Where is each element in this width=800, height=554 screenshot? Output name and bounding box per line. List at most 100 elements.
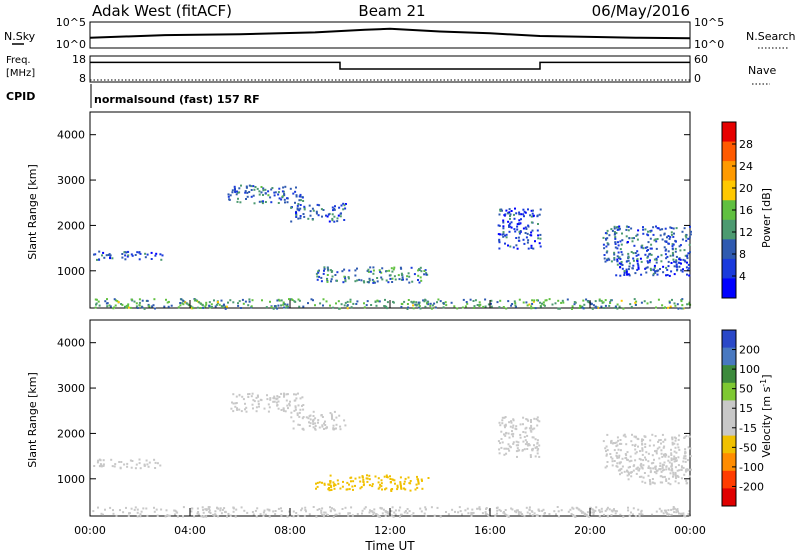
heat-cell [505, 236, 508, 239]
heat-cell [531, 212, 534, 215]
heat-cell [504, 434, 507, 437]
heat-cell [499, 208, 502, 211]
heat-cell [624, 435, 627, 438]
heat-cell [270, 188, 273, 191]
heat-cell [600, 305, 603, 308]
heat-cell [518, 511, 520, 514]
freq-label: Freq. [6, 55, 31, 66]
heat-cell [384, 514, 387, 517]
y-tick-label-3: 1000 [57, 265, 85, 278]
heat-cell [277, 507, 280, 510]
heat-cell [620, 471, 623, 474]
heat-cell [606, 433, 609, 436]
heat-cell [355, 303, 358, 305]
heat-cell [642, 464, 645, 467]
heat-cell [404, 477, 407, 480]
heat-cell [602, 301, 605, 304]
heat-cell [644, 456, 646, 459]
heat-cell [610, 260, 613, 263]
heat-cell [304, 509, 307, 511]
heat-cell [216, 302, 219, 305]
heat-cell [674, 466, 677, 469]
heat-cell [661, 469, 664, 472]
heat-cell [276, 404, 279, 407]
heat-cell [525, 506, 528, 509]
heat-cell [360, 486, 363, 489]
heat-cell [484, 513, 487, 515]
heat-cell [433, 302, 436, 305]
heat-cell [312, 426, 315, 429]
heat-cell [625, 443, 628, 446]
heat-cell [629, 465, 631, 468]
heat-cell [231, 191, 234, 194]
heat-cell [625, 271, 628, 274]
heat-cell [613, 257, 616, 259]
heat-cell [671, 441, 674, 444]
heat-cell [602, 236, 605, 239]
heat-cell [371, 278, 374, 281]
heat-cell [255, 410, 258, 413]
heat-cell [677, 482, 680, 485]
heat-cell [603, 247, 606, 250]
heat-cell [150, 258, 153, 260]
heat-cell [670, 513, 673, 516]
heat-cell [190, 510, 193, 513]
heat-cell [688, 267, 691, 270]
heat-cell [182, 506, 185, 509]
heat-cell [298, 199, 301, 202]
heat-cell [557, 515, 560, 518]
heat-cell [677, 438, 680, 441]
heat-cell [482, 305, 485, 308]
heat-cell [530, 221, 533, 224]
heat-cell [660, 475, 663, 478]
cpid-program: normalsound (fast) 157 RF [94, 93, 260, 106]
heat-cell [509, 245, 512, 248]
heat-cell [235, 193, 238, 196]
heat-cell [394, 513, 397, 516]
heat-cell [645, 271, 648, 274]
heat-cell [343, 275, 346, 278]
heat-cell [644, 246, 647, 249]
heat-cell [131, 254, 134, 257]
heat-cell [101, 254, 103, 257]
heat-cell [373, 508, 376, 511]
heat-cell [543, 304, 546, 307]
heat-cell [286, 404, 289, 407]
heat-cell [603, 307, 606, 309]
heat-cell [681, 307, 684, 310]
heat-cell [387, 512, 390, 515]
heat-cell [235, 508, 238, 511]
heat-cell [679, 249, 682, 252]
heat-cell [316, 275, 319, 278]
heat-cell [536, 424, 539, 427]
heat-cell [338, 414, 341, 417]
y-tick-label-3: 1000 [57, 473, 85, 486]
heat-cell [627, 506, 629, 509]
cbar-segment-8 [722, 470, 736, 489]
heat-cell [332, 427, 335, 430]
heat-cell [501, 422, 504, 425]
heat-cell [245, 406, 248, 409]
heat-cell [661, 463, 664, 466]
heat-cell [378, 269, 381, 272]
heat-cell [655, 452, 658, 455]
heat-cell [315, 212, 318, 215]
heat-cell [627, 268, 630, 271]
heat-cell [248, 300, 251, 303]
heat-cell [659, 468, 662, 470]
heat-cell [524, 226, 527, 229]
heat-cell [320, 511, 323, 514]
heat-cell [681, 238, 684, 241]
heat-cell [626, 451, 629, 454]
heat-cell [523, 242, 526, 245]
heat-cell [126, 255, 129, 258]
heat-cell [376, 277, 379, 279]
heat-cell [331, 213, 334, 216]
heat-cell [312, 418, 315, 421]
heat-cell [244, 408, 246, 411]
heat-cell [316, 278, 319, 281]
cbar-frame [721, 329, 737, 507]
heat-cell [644, 446, 647, 448]
heat-cell [418, 268, 420, 271]
heat-cell [652, 467, 655, 470]
